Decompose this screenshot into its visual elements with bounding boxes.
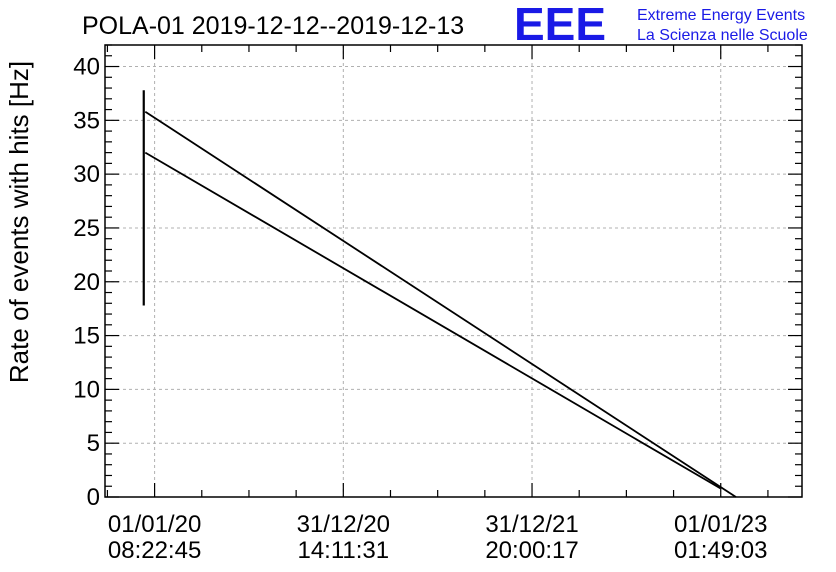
y-tick-labels: 0 5 10 15 20 25 30 35 40	[73, 54, 100, 511]
x-tick-label-date: 31/12/20	[297, 511, 390, 538]
y-tick-label: 40	[73, 54, 100, 81]
y-tick-label: 30	[73, 161, 100, 188]
y-axis-title: Rate of events with hits [Hz]	[4, 61, 34, 383]
series	[142, 90, 737, 498]
y-tick-label: 15	[73, 323, 100, 350]
x-tick-label-time: 20:00:17	[485, 537, 578, 564]
y-tick-label: 5	[87, 430, 100, 457]
x-tick-label-date: 01/01/23	[674, 511, 767, 538]
y-tick-label: 20	[73, 269, 100, 296]
y-tick-label: 25	[73, 215, 100, 242]
axis-ticks	[105, 44, 802, 498]
x-tick-label-time: 14:11:31	[297, 537, 389, 564]
x-tick-label-time: 01:49:03	[674, 537, 767, 564]
x-tick-label-date: 01/01/20	[108, 511, 201, 538]
y-tick-label: 35	[73, 107, 100, 134]
logo-line1: Extreme Energy Events	[637, 7, 805, 24]
y-tick-label: 0	[87, 484, 100, 511]
logo-line2: La Scienza nelle Scuole	[637, 27, 808, 44]
y-tick-label: 10	[73, 376, 100, 403]
eee-logo: EEE Extreme Energy Events La Scienza nel…	[514, 0, 808, 50]
x-tick-label-date: 31/12/21	[485, 511, 578, 538]
eee-logo-mark: EEE	[514, 0, 606, 50]
series-line-1	[144, 110, 737, 498]
x-tick-label-time: 08:22:45	[108, 537, 201, 564]
series-line-2	[144, 151, 721, 490]
chart-title: POLA-01 2019-12-12--2019-12-13	[82, 12, 464, 40]
grid	[105, 45, 802, 497]
plot-frame	[104, 44, 803, 498]
